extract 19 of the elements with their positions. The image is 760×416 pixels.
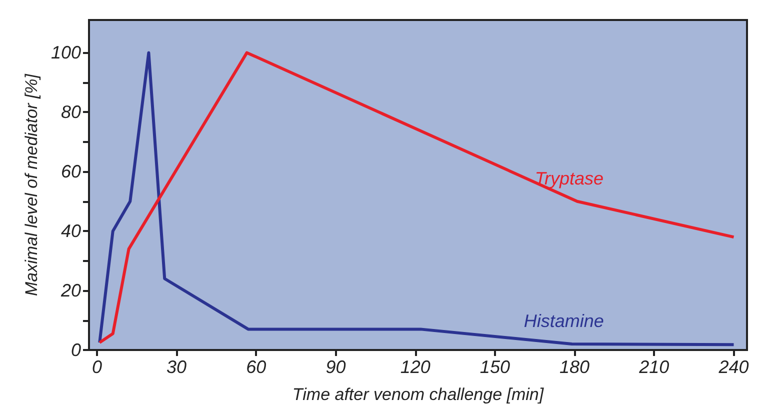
x-axis-title: Time after venom challenge [min]: [292, 385, 545, 404]
y-tick-label: 60: [60, 162, 81, 182]
x-tick-label: 240: [718, 357, 749, 377]
x-tick-label: 180: [560, 357, 590, 377]
series-label: Histamine: [524, 311, 604, 332]
x-tick-label: 30: [166, 357, 187, 377]
y-tick-label: 80: [60, 102, 81, 122]
y-tick-label: 0: [70, 340, 81, 360]
x-tick-label: 60: [246, 357, 266, 377]
x-tick-label: 90: [326, 357, 346, 377]
y-tick-label: 100: [50, 42, 81, 63]
x-tick-label: 210: [638, 357, 670, 377]
y-tick-label: 20: [60, 280, 81, 301]
x-tick-label: 150: [480, 357, 510, 377]
x-tick-label: 120: [400, 357, 430, 377]
series-label: Tryptase: [534, 168, 604, 188]
y-axis-title: Maximal level of mediator [%]: [22, 72, 42, 296]
y-tick-label: 40: [60, 221, 81, 242]
x-tick-label: 0: [92, 357, 102, 377]
